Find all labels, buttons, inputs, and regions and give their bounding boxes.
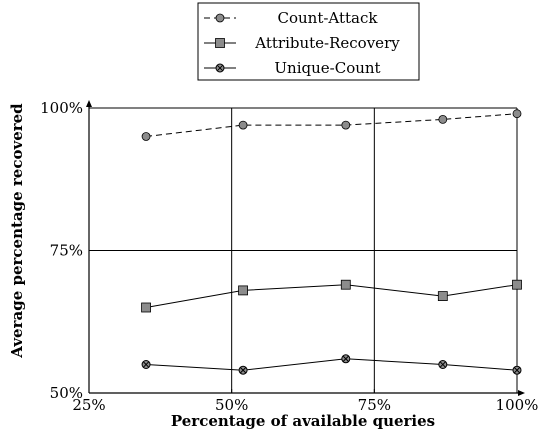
x-axis-arrow [518,390,525,396]
y-tick-label: 50% [50,384,83,402]
grid [89,107,518,393]
data-point [438,360,448,369]
data-point [238,285,248,296]
data-point [238,365,248,375]
y-axis-label: Average percentage recovered [8,103,26,359]
series-unique-count [141,354,522,375]
series-group [141,109,522,375]
marker-cross-line [342,355,349,362]
series-line [145,284,518,308]
legend-label: Count-Attack [278,9,379,27]
legend-entry: Attribute-Recovery [204,34,400,52]
legend-label: Attribute-Recovery [254,34,400,52]
data-point [512,365,522,375]
x-tick-label: 50% [215,396,248,414]
y-tick-label: 100% [40,99,83,117]
data-point [340,279,351,290]
x-tick-label: 75% [358,396,391,414]
data-point [141,360,151,369]
legend-entry: Unique-Count [204,59,381,77]
legend-marker [215,13,225,23]
data-point [238,120,248,130]
marker-cross-line [142,361,150,368]
legend-label: Unique-Count [274,59,380,77]
y-axis-arrow [86,100,92,107]
data-point [512,279,522,290]
marker-cross-line [239,367,247,374]
tick-labels: 25% 50% 75% 100%50%75%100% [40,99,538,414]
legend: Count-Attack Attribute-Recovery Unique-Cou… [197,2,420,81]
legend-box [197,2,420,81]
legend-marker [215,38,225,48]
data-point [341,120,351,130]
x-tick-label: 100% [496,396,539,414]
series-count-attack [141,109,522,141]
series-attribute-recovery [141,279,522,313]
data-point [438,115,448,124]
series-line [146,113,518,137]
data-point [141,132,151,141]
legend-marker [215,63,225,73]
data-point [141,302,151,313]
data-point [341,354,351,364]
marker-cross-line [216,64,224,72]
marker-cross-line [439,361,446,368]
data-point [437,291,448,302]
x-axis-label: Percentage of available queries [171,412,435,430]
marker-cross-line [513,367,521,374]
series-line [146,358,518,371]
x-tick-label: 25% [72,396,105,414]
legend-entry: Count-Attack [204,9,378,27]
data-point [512,109,522,119]
axes [86,100,525,396]
y-tick-label: 75% [50,242,83,260]
